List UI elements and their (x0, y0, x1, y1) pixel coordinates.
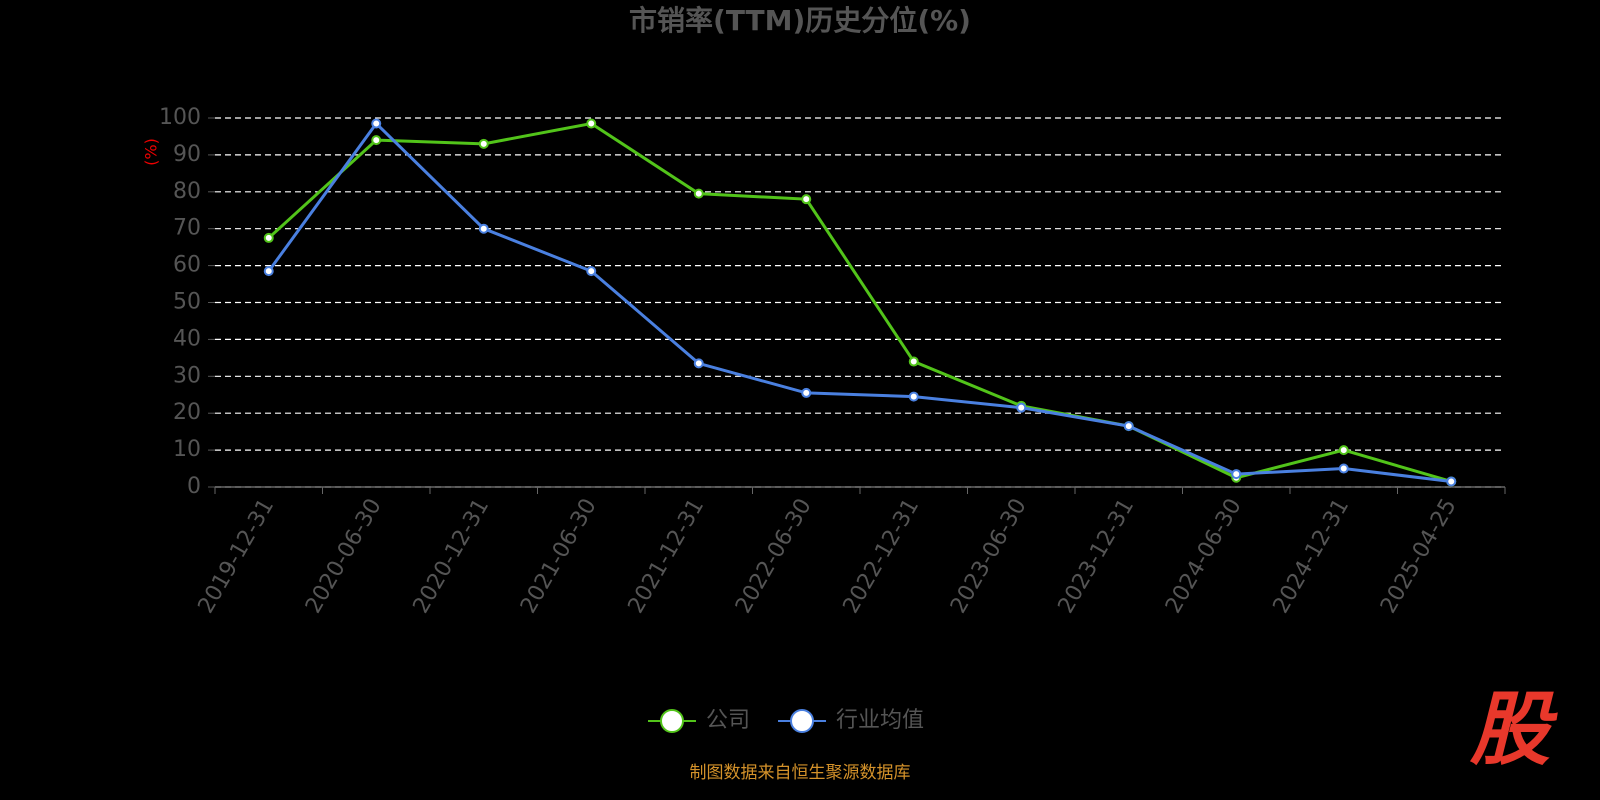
data-point (478, 223, 489, 234)
x-tick-label: 2025-04-25 (1376, 495, 1462, 618)
data-point (263, 232, 274, 243)
y-tick-label: 70 (173, 216, 201, 241)
x-tick-label: 2023-06-30 (946, 495, 1032, 618)
data-point (908, 356, 919, 367)
data-point (908, 391, 919, 402)
data-point (1446, 476, 1457, 487)
source-note: 制图数据来自恒生聚源数据库 (690, 763, 911, 783)
x-tick-label: 2023-12-31 (1054, 495, 1140, 618)
legend-marker (660, 709, 684, 733)
y-tick-label: 100 (159, 105, 201, 130)
data-point (801, 194, 812, 205)
data-point (693, 358, 704, 369)
data-point (1338, 463, 1349, 474)
x-tick-label: 2021-12-31 (624, 495, 710, 618)
data-point (801, 387, 812, 398)
legend-marker (790, 709, 815, 733)
logo: 股 (1469, 683, 1558, 776)
y-tick-label: 60 (173, 253, 201, 278)
y-tick-label: 0 (187, 474, 201, 499)
x-tick-label: 2019-12-31 (194, 495, 280, 618)
y-tick-label: 20 (173, 400, 201, 425)
x-tick-label: 2020-12-31 (409, 495, 495, 618)
data-point (371, 135, 382, 146)
data-point (1123, 421, 1134, 432)
chart-title: 市销率(TTM)历史分位(%) (629, 4, 971, 37)
x-tick-label: 2024-06-30 (1161, 495, 1247, 618)
x-tick-label: 2021-06-30 (516, 495, 602, 618)
data-point (478, 138, 489, 149)
data-point (586, 118, 597, 129)
legend-label: 行业均值 (836, 708, 924, 733)
y-tick-label: 10 (173, 437, 201, 462)
x-tick-label: 2022-12-31 (839, 495, 925, 618)
y-tick-label: 50 (173, 290, 201, 315)
data-point (1016, 402, 1027, 413)
data-point (1231, 469, 1242, 480)
data-point (263, 266, 274, 277)
y-tick-label: 80 (173, 179, 201, 204)
x-tick-label: 2020-06-30 (301, 495, 387, 618)
data-point (1338, 445, 1349, 456)
y-tick-label: 90 (173, 142, 201, 167)
data-point (586, 266, 597, 277)
legend-label: 公司 (706, 708, 750, 733)
x-tick-label: 2024-12-31 (1269, 495, 1355, 618)
series-line (267, 121, 1452, 483)
y-tick-label: 40 (173, 326, 201, 351)
data-point (693, 188, 704, 199)
y-axis-label: (%) (142, 138, 161, 166)
y-tick-label: 30 (173, 363, 201, 388)
data-point (371, 118, 382, 129)
x-tick-label: 2022-06-30 (731, 495, 817, 618)
